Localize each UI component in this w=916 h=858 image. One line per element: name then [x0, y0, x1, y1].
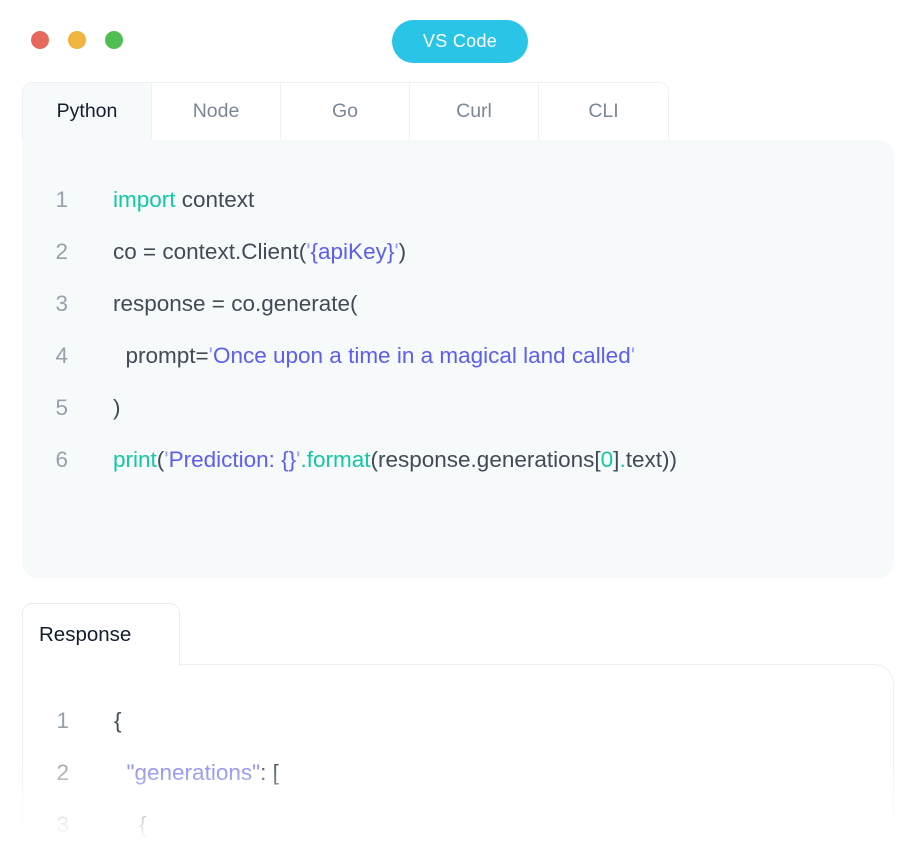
traffic-lights	[31, 31, 123, 49]
code-text: co = context.Client('{apiKey}')	[113, 239, 407, 264]
code-line: 2 "generations": [	[23, 747, 893, 799]
language-tab-bar: Python Node Go Curl CLI	[22, 82, 669, 140]
traffic-light-minimize-button[interactable]	[68, 31, 86, 49]
line-number: 1	[56, 708, 69, 733]
response-panel[interactable]: 1{2 "generations": [3 {	[22, 664, 894, 858]
code-text: "generations": [	[126, 760, 279, 785]
traffic-light-zoom-button[interactable]	[105, 31, 123, 49]
code-text: response = co.generate(	[113, 291, 358, 316]
tab-node[interactable]: Node	[152, 83, 281, 140]
code-editor-panel[interactable]: 1 import context 2 co = context.Client('{ap…	[22, 140, 894, 578]
code-lines: 1 import context 2 co = context.Client('{ap…	[22, 174, 894, 486]
line-number: 1	[55, 187, 68, 212]
line-number: 3	[56, 812, 69, 837]
code-line: 5)	[22, 382, 894, 434]
tab-curl[interactable]: Curl	[410, 83, 539, 140]
code-line: 1 import context	[22, 174, 894, 226]
code-text: import context	[113, 187, 255, 212]
line-number: 2	[55, 239, 68, 264]
tab-cli[interactable]: CLI	[539, 83, 668, 140]
response-lines: 1{2 "generations": [3 {	[23, 695, 893, 851]
code-text: )	[113, 395, 121, 420]
code-text: {	[114, 812, 147, 837]
code-line: 3 {	[23, 799, 893, 851]
traffic-light-close-button[interactable]	[31, 31, 49, 49]
code-text: {	[114, 708, 122, 733]
code-text: prompt='Once upon a time in a magical la…	[113, 343, 636, 368]
code-line: 4 prompt='Once upon a time in a magical …	[22, 330, 894, 382]
line-number: 5	[55, 395, 68, 420]
line-number: 3	[55, 291, 68, 316]
line-number: 4	[55, 343, 68, 368]
code-line: 1{	[23, 695, 893, 747]
code-line: 3 response = co.generate(	[22, 278, 894, 330]
response-tab-label: Response	[39, 623, 132, 646]
code-text: print('Prediction: {}'.format(response.g…	[113, 447, 677, 472]
tab-go[interactable]: Go	[281, 83, 410, 140]
line-number: 2	[56, 760, 69, 785]
tab-python[interactable]: Python	[23, 83, 152, 140]
vscode-badge: VS Code	[392, 20, 528, 63]
code-line: 6 print('Prediction: {}'.format(response.…	[22, 434, 894, 486]
code-line: 2 co = context.Client('{apiKey}')	[22, 226, 894, 278]
line-number: 6	[55, 447, 68, 472]
response-tab[interactable]: Response	[22, 603, 180, 666]
